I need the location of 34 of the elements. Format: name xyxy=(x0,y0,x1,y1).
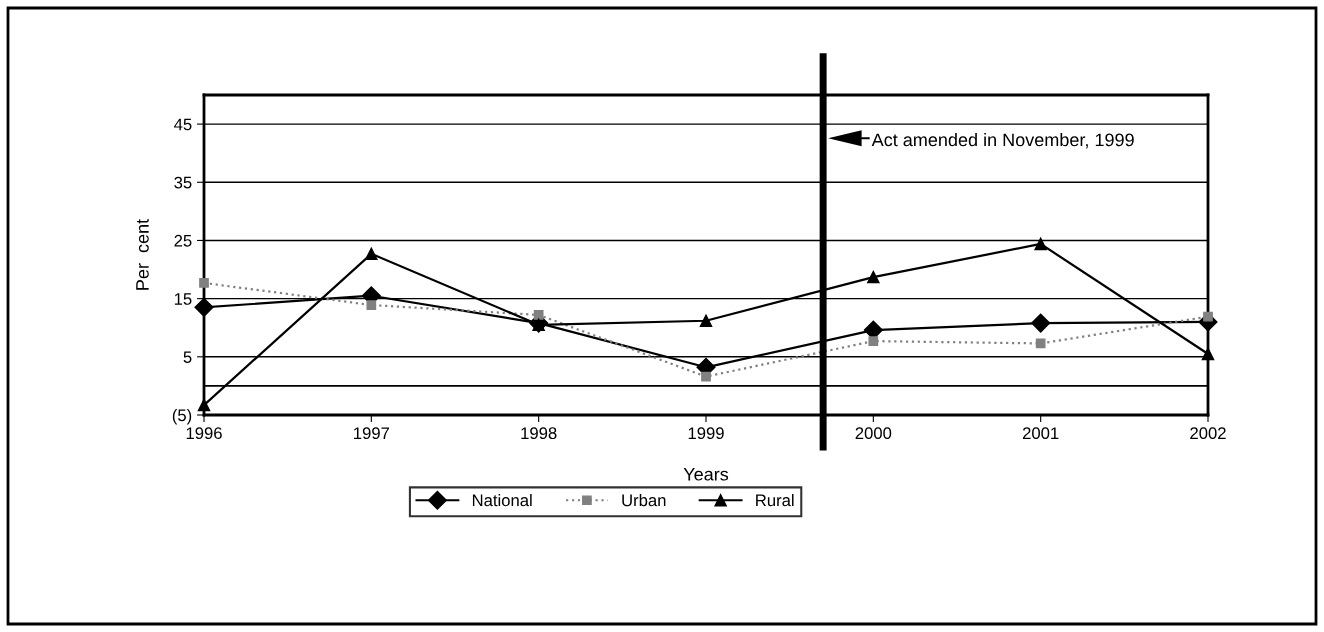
x-tick-label: 2002 xyxy=(1190,427,1226,440)
point xyxy=(1034,237,1047,251)
x-axis-title: Years xyxy=(683,468,729,481)
point xyxy=(1031,313,1051,333)
y-tick-label: (5) xyxy=(172,408,192,425)
x-tick-label: 1999 xyxy=(688,427,724,440)
legend-label: Rural xyxy=(756,494,794,507)
y-tick-label: 5 xyxy=(183,351,192,364)
point xyxy=(533,310,544,320)
point xyxy=(365,247,378,261)
point xyxy=(1201,347,1215,361)
point xyxy=(199,278,209,288)
x-tick-label: 1997 xyxy=(354,427,390,440)
y-tick-label: 35 xyxy=(174,176,192,189)
point xyxy=(194,297,214,317)
point xyxy=(867,270,880,284)
legend-label: National xyxy=(472,494,532,507)
x-tick-label: 1998 xyxy=(521,427,557,440)
point xyxy=(1035,338,1046,349)
x-tick-label: 2001 xyxy=(1022,427,1059,440)
y-tick-label: 15 xyxy=(174,293,192,305)
point xyxy=(701,371,711,382)
y-tick-label: 25 xyxy=(174,234,192,247)
x-tick-label: 2000 xyxy=(855,427,892,440)
point xyxy=(366,300,377,310)
y-axis-title: Per cent xyxy=(136,219,149,290)
point xyxy=(1203,311,1213,322)
annotation: Act amended in November, 1999 xyxy=(871,132,1134,149)
point xyxy=(197,398,211,412)
point xyxy=(699,314,713,327)
x-tick-label: 1996 xyxy=(186,427,222,440)
y-tick-label: 45 xyxy=(174,118,192,131)
point xyxy=(868,336,879,346)
legend-label: Urban xyxy=(622,494,666,507)
